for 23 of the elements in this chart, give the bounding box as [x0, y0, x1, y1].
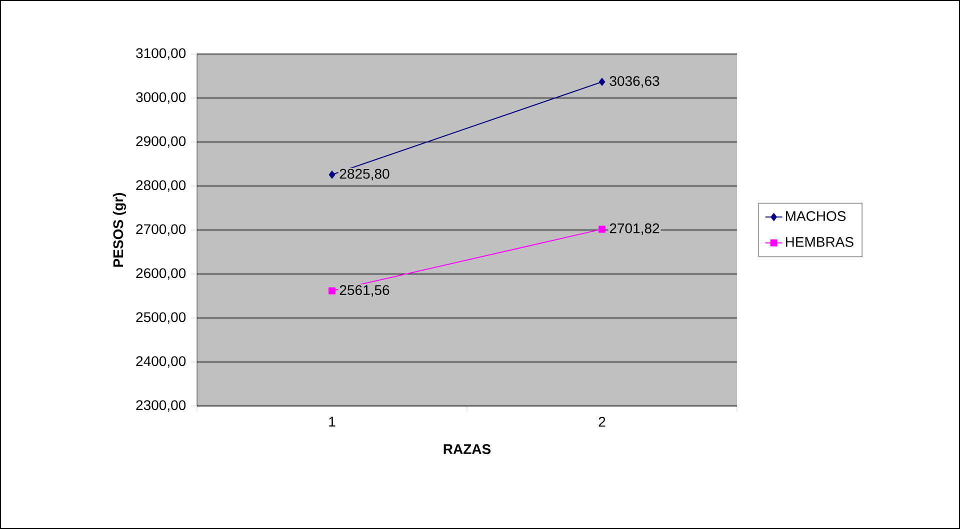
- y-tick-label: 2400,00: [136, 356, 186, 368]
- data-label: 2561,56: [340, 285, 390, 297]
- data-label: 3036,63: [610, 76, 660, 88]
- point: [598, 78, 606, 86]
- y-tick-label: 2700,00: [136, 224, 186, 236]
- x-tick-label: 2: [598, 416, 606, 427]
- legend-label: MACHOS: [786, 211, 846, 222]
- y-tick-label: 2600,00: [136, 268, 186, 280]
- y-tick-label: 3100,00: [136, 48, 186, 60]
- y-tick-label: 2500,00: [136, 312, 186, 324]
- point: [328, 170, 336, 179]
- data-label: 2825,80: [340, 168, 390, 180]
- point: [598, 226, 606, 233]
- x-axis-title: RAZAS: [444, 444, 491, 454]
- point: [328, 287, 336, 294]
- y-tick-label: 2300,00: [136, 400, 186, 412]
- y-tick-label: 2800,00: [136, 180, 186, 192]
- y-axis-title: PESOS (gr): [112, 192, 126, 267]
- data-label: 2701,82: [610, 223, 660, 235]
- y-tick-label: 2900,00: [136, 136, 186, 148]
- y-tick-label: 3000,00: [136, 92, 186, 104]
- x-tick-label: 1: [329, 416, 336, 426]
- legend-label: HEMBRAS: [786, 236, 854, 247]
